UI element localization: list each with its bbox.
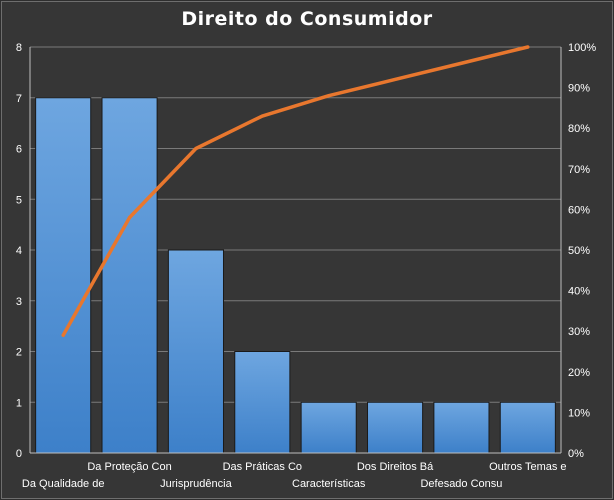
y2-tick-label: 70%: [568, 164, 590, 176]
bar: [300, 401, 357, 454]
bar: [433, 401, 490, 454]
cumulative-series-line: [61, 45, 530, 338]
x-tick-label: Jurisprudência: [160, 478, 232, 490]
bar: [499, 401, 556, 454]
y-tick-label: 1: [16, 397, 22, 409]
cumulative-point: [194, 147, 198, 150]
y-tick-label: 8: [16, 42, 22, 54]
x-tick-label: Características: [292, 478, 366, 490]
cumulative-line: [61, 45, 530, 338]
y-tick-label: 3: [16, 296, 22, 308]
cumulative-point: [260, 114, 264, 118]
bars: [35, 97, 556, 454]
bar: [35, 97, 92, 454]
y-tick-label: 6: [16, 144, 22, 156]
y2-tick-label: 30%: [568, 326, 590, 338]
x-tick-label: Das Práticas Co: [223, 461, 302, 473]
y-tick-label: 0: [16, 448, 22, 460]
x-tick-label: Dos Direitos Bá: [357, 461, 434, 473]
y-tick-label: 7: [16, 93, 22, 105]
axes: 0123456780%10%20%30%40%50%60%70%80%90%10…: [16, 42, 596, 490]
y2-tick-label: 0%: [568, 448, 584, 460]
y2-tick-label: 90%: [568, 83, 590, 95]
x-tick-label: Defesado Consu: [420, 478, 502, 490]
y-tick-label: 2: [16, 347, 22, 359]
bar: [101, 97, 158, 454]
cumulative-point: [327, 94, 331, 98]
cumulative-point: [61, 333, 65, 337]
cumulative-point: [128, 216, 132, 220]
bar: [167, 249, 224, 454]
cumulative-point: [459, 61, 463, 65]
y2-tick-label: 10%: [568, 407, 590, 419]
x-tick-label: Da Proteção Con: [87, 461, 171, 473]
y2-tick-label: 20%: [568, 367, 590, 379]
y2-tick-label: 40%: [568, 286, 590, 298]
y-tick-label: 5: [16, 194, 22, 206]
cumulative-point: [393, 77, 397, 81]
cumulative-point: [526, 45, 530, 49]
y2-tick-label: 80%: [568, 123, 590, 135]
chart-title: Direito do Consumidor: [181, 8, 433, 30]
x-tick-label: Outros Temas e: [489, 461, 566, 473]
bar: [367, 401, 424, 454]
bar: [234, 351, 291, 454]
y2-tick-label: 50%: [568, 245, 590, 257]
x-tick-label: Da Qualidade de: [22, 478, 105, 490]
y-tick-label: 4: [16, 245, 22, 257]
y2-tick-label: 60%: [568, 204, 590, 216]
y2-tick-label: 100%: [568, 42, 596, 54]
